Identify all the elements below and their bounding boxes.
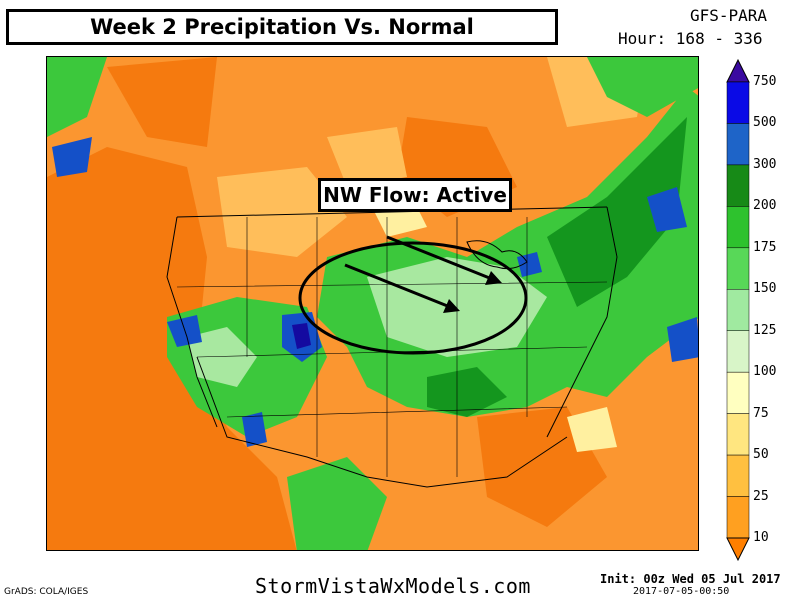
footer-timestamp: 2017-07-05-00:50	[633, 586, 730, 597]
legend-swatch	[726, 371, 750, 414]
legend-swatch	[726, 206, 750, 249]
flow-arrow-2	[386, 235, 493, 281]
hudson-wet-region	[587, 57, 698, 117]
lakes-blue-region	[517, 252, 542, 277]
flow-arrow-2-head	[485, 271, 502, 285]
legend-label: 150	[753, 281, 777, 297]
map-canvas	[47, 57, 698, 550]
color-legend: 10 25 50 75 100 125 150 175 200 300 500 750	[726, 58, 797, 570]
legend-label: 200	[753, 198, 777, 214]
legend-label: 75	[753, 405, 769, 421]
legend-swatch	[726, 330, 750, 373]
plains-patch	[217, 167, 347, 257]
canada-patch	[327, 127, 407, 187]
flow-arrow-1	[344, 263, 451, 309]
model-name: GFS-PARA	[690, 6, 768, 25]
north-dry-region	[107, 57, 217, 147]
annotation-box: NW Flow: Active	[318, 178, 512, 212]
legend-swatch	[726, 81, 750, 124]
pacific-blue-region	[52, 137, 92, 177]
legend-swatch	[726, 496, 750, 539]
legend-label: 100	[753, 364, 777, 380]
great-basin-light	[187, 327, 257, 387]
us-mexico-border	[196, 356, 568, 488]
legend-label: 750	[753, 74, 777, 89]
yellow-patch-2	[567, 407, 617, 452]
legend-colorbar	[726, 58, 750, 562]
legend-swatch	[726, 123, 750, 166]
nw-flow-ellipse	[298, 241, 528, 355]
flow-arrow-1-head	[443, 299, 460, 313]
legend-label: 300	[753, 156, 777, 172]
annotation-text: NW Flow: Active	[323, 183, 507, 207]
colorado-max-region	[292, 323, 311, 349]
legend-label: 125	[753, 322, 777, 338]
legend-label: 500	[753, 115, 777, 131]
forecast-hours: Hour: 168 - 336	[618, 29, 763, 48]
precipitation-map	[46, 56, 699, 551]
legend-swatch	[726, 413, 750, 456]
legend-top-arrow	[726, 58, 750, 83]
legend-label: 50	[753, 447, 769, 463]
legend-label: 175	[753, 239, 777, 255]
legend-label: 10	[753, 530, 769, 545]
southeast-heavy-region	[427, 367, 507, 417]
west-coastline	[166, 216, 218, 428]
us-canada-border	[176, 206, 608, 218]
great-lakes-outline	[466, 240, 528, 270]
legend-label: 25	[753, 488, 769, 504]
legend-swatch	[726, 454, 750, 497]
arizona-blue-region	[242, 412, 267, 447]
northeast-heavy-region	[547, 117, 687, 307]
legend-swatch	[726, 289, 750, 331]
mexico-wet-region	[287, 457, 387, 550]
footer-site: StormVistaWxModels.com	[255, 574, 531, 598]
page-title: Week 2 Precipitation Vs. Normal	[90, 15, 474, 39]
title-box: Week 2 Precipitation Vs. Normal	[6, 9, 558, 45]
legend-bottom-arrow	[726, 537, 750, 562]
legend-swatch	[726, 164, 750, 207]
east-coast-blue-region	[667, 317, 698, 362]
east-coastline	[546, 206, 618, 438]
legend-swatch	[726, 247, 750, 290]
footer-init-time: Init: 00z Wed 05 Jul 2017	[600, 572, 781, 586]
atlantic-blue-region	[647, 187, 687, 232]
alaska-wet-region	[47, 57, 107, 137]
footer-credit: GrADS: COLA/IGES	[4, 587, 89, 597]
